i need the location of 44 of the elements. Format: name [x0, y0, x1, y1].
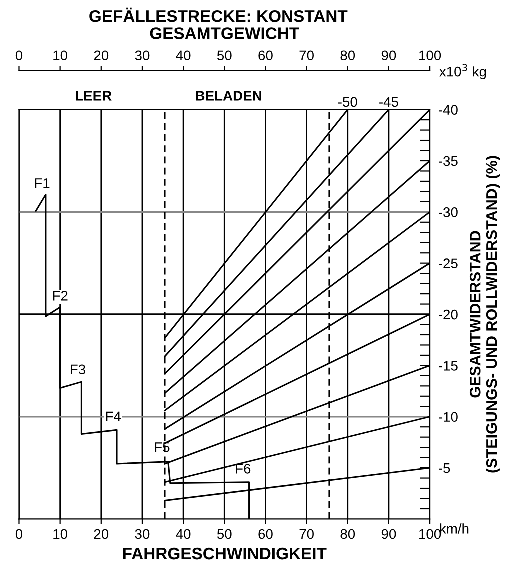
x-tick-label: 0 [16, 529, 23, 540]
x2-tick-label: 80 [340, 50, 356, 61]
x-tick-label: 60 [258, 529, 273, 540]
x-tick-label: 70 [300, 529, 314, 540]
x2-tick-label: 50 [217, 50, 232, 61]
series-label: -45 [380, 97, 398, 108]
x2-tick-label: 70 [300, 50, 314, 61]
x2-tick-label: 0 [16, 50, 23, 61]
x2-tick-label: 30 [135, 50, 150, 61]
annotation: F1 [35, 178, 50, 188]
x2-tick-label: 100 [420, 50, 442, 61]
x-tick-label: 80 [340, 529, 356, 540]
annotation: F4 [106, 412, 122, 422]
x2-axis-title: GESAMTGEWICHT [150, 28, 300, 40]
text: x10$^{3}$ kg [440, 64, 486, 80]
y-tick-label: -10 [438, 412, 458, 422]
x-tick-label: 10 [54, 529, 68, 540]
y-tick-label: -25 [438, 258, 458, 269]
text: km/h [440, 524, 469, 534]
text: BELADEN [196, 91, 262, 101]
y-tick-label: -40 [438, 105, 458, 115]
y-tick-label: -30 [438, 208, 458, 218]
y-tick-label: -20 [438, 310, 458, 320]
y-tick-label: -5 [438, 464, 450, 474]
annotation: F2 [53, 291, 68, 301]
y-tick-label: -35 [438, 156, 458, 166]
y-tick-label: -15 [438, 361, 458, 371]
x2-tick-label: 10 [54, 50, 68, 61]
x-axis-title: FAHRGESCHWINDIGKEIT [123, 548, 327, 560]
x2-tick-label: 40 [176, 50, 191, 61]
y-axis-title: GESAMTWIDERSTAND (STEIGUNGS- UND ROLLWIDERSTAND) (%) [470, 156, 500, 473]
annotation: F3 [71, 364, 86, 375]
x-tick-label: 90 [382, 529, 396, 540]
x-tick-label: 100 [420, 529, 442, 540]
x-tick-label: 40 [176, 529, 191, 540]
series-label: -50 [338, 97, 358, 108]
chart-title: GEFÄLLESTRECKE: KONSTANT [90, 8, 348, 22]
x2-tick-label: 20 [94, 50, 109, 61]
x2-tick-label: 60 [258, 50, 273, 61]
x-tick-label: 50 [217, 529, 232, 540]
text: LEER [76, 91, 112, 101]
x-tick-label: 30 [135, 529, 150, 540]
x2-tick-label: 90 [382, 50, 396, 61]
x-tick-label: 20 [94, 529, 109, 540]
